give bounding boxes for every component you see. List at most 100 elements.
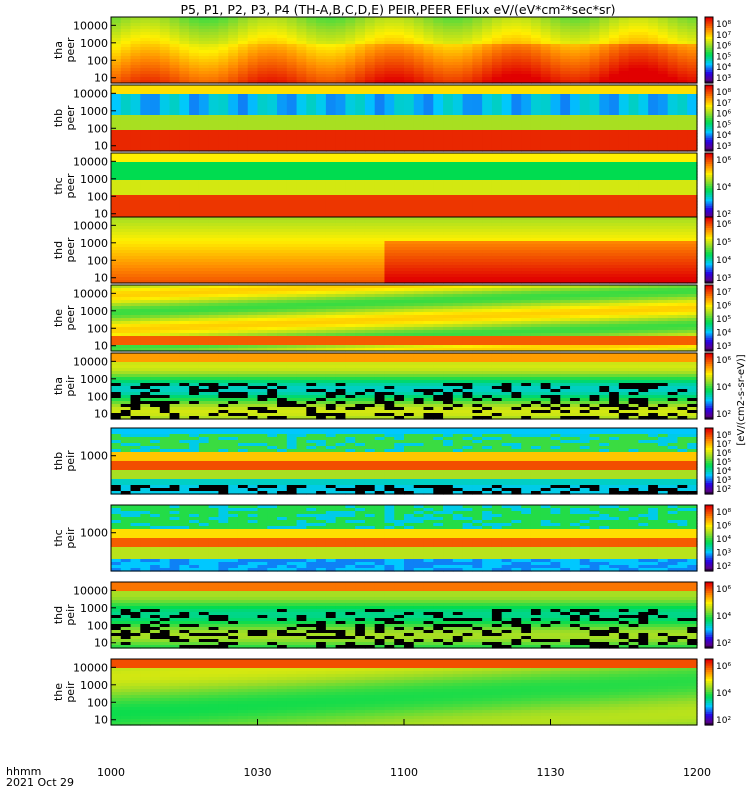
xtick-label: 1000 bbox=[97, 766, 125, 779]
ytick-label: 10 bbox=[94, 72, 108, 85]
ytick-label: 10000 bbox=[73, 155, 108, 168]
colorbar-units-label: [eV/(cm2-s-sr-eV)] bbox=[736, 354, 747, 445]
colorbar-tick-label: 10⁵ bbox=[716, 52, 731, 62]
colorbar-tick-label: 10⁴ bbox=[716, 183, 731, 193]
ytick-label: 10000 bbox=[73, 219, 108, 232]
panel-ylabel: peer bbox=[64, 305, 77, 331]
colorbar-tick-label: 10⁸ bbox=[716, 88, 731, 98]
colorbar-tick-label: 10³ bbox=[716, 342, 731, 352]
ytick-label: 1000 bbox=[80, 305, 108, 318]
colorbar-tick-label: 10⁶ bbox=[716, 110, 731, 120]
ytick-label: 10 bbox=[94, 140, 108, 153]
colorbar-tick-label: 10⁴ bbox=[716, 329, 731, 339]
colorbar-tick-label: 10⁴ bbox=[716, 535, 731, 545]
colorbar: 10⁶ 10⁴ 10² bbox=[705, 582, 731, 649]
colorbar-tick-label: 10³ bbox=[716, 274, 731, 284]
colorbar-tick-label: 10² bbox=[716, 485, 731, 495]
colorbar-tick-label: 10⁷ bbox=[716, 99, 731, 109]
colorbar-tick-label: 10⁵ bbox=[716, 315, 731, 325]
ytick-label: 100 bbox=[87, 619, 108, 632]
panel-ylabel: peir bbox=[64, 527, 77, 549]
colorbar-tick-label: 10⁶ bbox=[716, 302, 731, 312]
ytick-label: 10 bbox=[94, 340, 108, 353]
ytick-label: 1000 bbox=[80, 173, 108, 186]
panel-ylabel: peir bbox=[64, 604, 77, 626]
ytick-label: 10000 bbox=[73, 661, 108, 674]
colorbar-tick-label: 10⁴ bbox=[716, 63, 731, 73]
ytick-label: 1000 bbox=[80, 679, 108, 692]
chart-title: P5, P1, P2, P3, P4 (TH-A,B,C,D,E) PEIR,P… bbox=[180, 2, 615, 17]
xtick-label: 1200 bbox=[683, 766, 711, 779]
ytick-label: 100 bbox=[87, 696, 108, 709]
colorbar-tick-label: 10⁶ bbox=[716, 522, 731, 532]
ytick-label: 1000 bbox=[80, 602, 108, 615]
panel-ylabel: peer bbox=[64, 37, 77, 63]
colorbar-tick-label: 10⁴ bbox=[716, 689, 731, 699]
panel-ylabel: peer bbox=[64, 105, 77, 131]
colorbar-tick-label: 10⁶ bbox=[716, 662, 731, 672]
ytick-label: 100 bbox=[87, 122, 108, 135]
colorbar-tick-label: 10² bbox=[716, 562, 731, 572]
ytick-label: 100 bbox=[87, 322, 108, 335]
ytick-label: 10000 bbox=[73, 87, 108, 100]
ytick-label: 1000 bbox=[80, 105, 108, 118]
colorbar-tick-label: 10⁶ bbox=[716, 42, 731, 52]
x-axis-label-date: 2021 Oct 29 bbox=[6, 776, 74, 789]
colorbar-tick-label: 10⁴ bbox=[716, 131, 731, 141]
colorbar-tick-label: 10² bbox=[716, 716, 731, 726]
panel-ylabel: peir bbox=[64, 450, 77, 472]
colorbar-tick-label: 10⁶ bbox=[716, 585, 731, 595]
xtick-label: 1100 bbox=[390, 766, 418, 779]
colorbar-tick-label: 10³ bbox=[716, 142, 731, 152]
colorbar-tick-label: 10⁴ bbox=[716, 612, 731, 622]
ytick-label: 1000 bbox=[80, 37, 108, 50]
panel-ylabel: peir bbox=[64, 681, 77, 703]
ytick-label: 1000 bbox=[80, 527, 108, 540]
colorbar-tick-label: 10⁵ bbox=[716, 120, 731, 130]
colorbar: 10⁶ 10⁴ 10² bbox=[705, 153, 731, 220]
colorbar-tick-label: 10³ bbox=[716, 549, 731, 559]
ytick-label: 100 bbox=[87, 390, 108, 403]
ytick-label: 10000 bbox=[73, 355, 108, 368]
ytick-label: 10 bbox=[94, 408, 108, 421]
colorbar-tick-label: 10⁸ bbox=[716, 20, 731, 30]
ytick-label: 100 bbox=[87, 190, 108, 203]
ytick-label: 10 bbox=[94, 272, 108, 285]
ytick-label: 10000 bbox=[73, 287, 108, 300]
ytick-label: 10000 bbox=[73, 19, 108, 32]
colorbar-tick-label: 10⁴ bbox=[716, 383, 731, 393]
ytick-label: 10000 bbox=[73, 584, 108, 597]
ytick-label: 1000 bbox=[80, 450, 108, 463]
colorbar: 10⁶ 10⁴ 10² bbox=[705, 659, 731, 726]
colorbar-tick-label: 10⁸ bbox=[716, 508, 731, 518]
colorbar-tick-label: 10⁵ bbox=[716, 238, 731, 248]
ytick-label: 100 bbox=[87, 254, 108, 267]
colorbar-tick-label: 10⁶ bbox=[716, 156, 731, 166]
ytick-label: 10 bbox=[94, 637, 108, 650]
colorbar: 10⁸ 10⁶ 10⁴ 10³ 10² bbox=[705, 505, 731, 572]
xtick-label: 1030 bbox=[244, 766, 272, 779]
colorbar-tick-label: 10² bbox=[716, 639, 731, 649]
ytick-label: 10 bbox=[94, 714, 108, 727]
colorbar-tick-label: 10³ bbox=[716, 74, 731, 84]
ytick-label: 1000 bbox=[80, 373, 108, 386]
colorbar-tick-label: 10² bbox=[716, 210, 731, 220]
